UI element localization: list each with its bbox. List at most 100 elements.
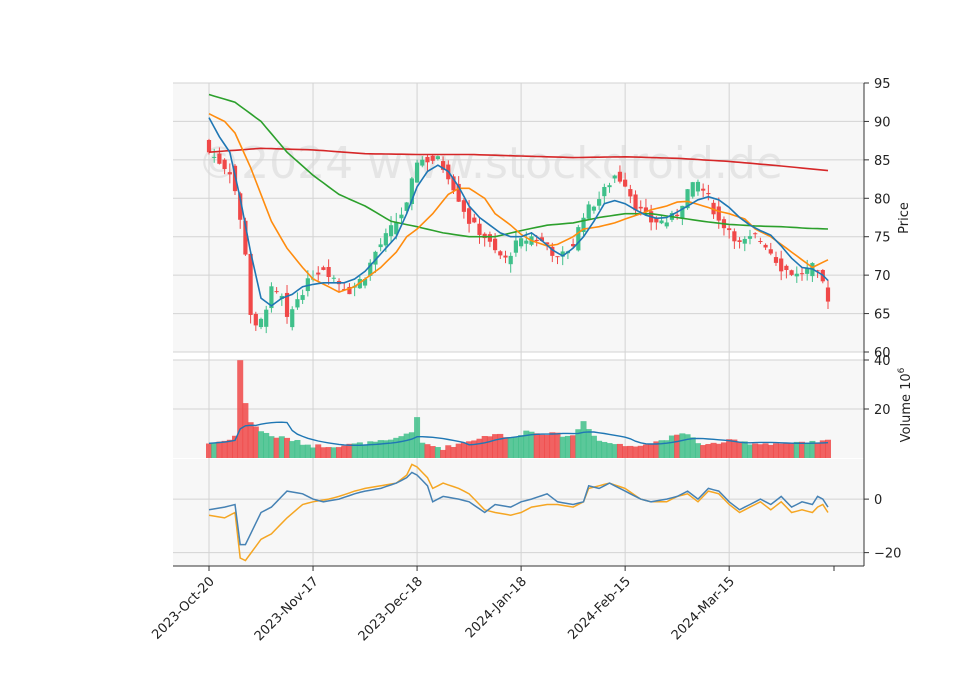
candle-body [477, 223, 482, 235]
x-tick-label: 2023-Nov-17 [252, 574, 322, 644]
volume-bar [294, 439, 301, 458]
candle-body [378, 244, 383, 248]
candle-body [597, 199, 602, 206]
volume-bar [351, 443, 358, 458]
volume-bar [226, 439, 233, 458]
candle-body [274, 291, 279, 293]
volume-bar [336, 447, 343, 458]
volume-bar [320, 447, 327, 458]
price-tick-label: 75 [874, 231, 891, 246]
candle-body [212, 156, 217, 158]
volume-bar [658, 440, 665, 458]
candle-body [654, 217, 659, 223]
candle-body [269, 286, 274, 309]
candle-body [550, 246, 555, 256]
candle-body [472, 217, 477, 223]
volume-bar [632, 446, 639, 458]
candle-body [586, 204, 591, 219]
candle-body [617, 171, 623, 182]
volume-bar [575, 429, 582, 458]
candle-body [300, 295, 305, 300]
volume-bar [310, 447, 317, 458]
volume-bar [476, 438, 483, 458]
volume-bar [512, 437, 519, 458]
volume-bar [684, 434, 691, 458]
volume-bar [720, 442, 727, 458]
volume-bar [653, 441, 660, 458]
candle-body [784, 265, 789, 271]
candle-body [695, 181, 701, 192]
volume-bar [710, 442, 717, 458]
volume-bar [382, 440, 389, 458]
volume-bar [247, 422, 254, 458]
volume-bar [564, 435, 571, 458]
ma-fast-line [208, 117, 829, 307]
volume-bar [466, 441, 473, 458]
candle-body [524, 240, 529, 244]
volume-bar [497, 433, 504, 458]
volume-ma-line [208, 421, 829, 446]
volume-bar [772, 443, 779, 458]
volume-bar [258, 431, 265, 458]
price-tick-label: 95 [874, 77, 891, 92]
volume-bar [746, 444, 753, 458]
candle-body [227, 172, 232, 175]
candle-body [753, 233, 758, 235]
candle-body [675, 214, 680, 217]
candle-body [508, 255, 513, 265]
candle-body [394, 221, 399, 235]
price-tick-label: 70 [874, 269, 891, 284]
volume-bar [736, 441, 743, 458]
volume-bar [559, 436, 566, 458]
volume-bar [232, 435, 239, 458]
price-panel-bg [173, 83, 864, 352]
candle-body [789, 270, 794, 275]
candle-body [430, 155, 435, 161]
candle-body [414, 162, 420, 183]
candle-body [539, 237, 545, 242]
volume-bar [486, 436, 493, 458]
volume-bar [700, 445, 707, 458]
candle-body [701, 188, 706, 191]
volume-bar [622, 446, 629, 458]
candle-body [747, 236, 753, 239]
x-tick-label: 2023-Dec-18 [356, 574, 426, 644]
volume-bar [596, 440, 603, 458]
candle-body [633, 194, 638, 211]
candle-body [316, 272, 321, 275]
candle-body [685, 189, 690, 209]
candle-body [612, 175, 617, 179]
candle-body [690, 182, 695, 197]
volume-bar [809, 440, 816, 458]
candle-body [643, 207, 649, 212]
ma-long-line [208, 147, 829, 172]
volume-bar [627, 445, 634, 458]
candle-body [581, 217, 586, 233]
volume-bar [440, 449, 447, 458]
volume-bar [554, 432, 561, 458]
candle-body [321, 267, 326, 270]
candle-body [498, 251, 503, 256]
volume-bar [278, 436, 285, 458]
volume-bar [424, 444, 431, 458]
volume-bar [611, 444, 618, 458]
candle-body [680, 205, 685, 219]
candle-body [248, 253, 253, 315]
candle-body [805, 267, 810, 274]
volume-bar [538, 434, 545, 458]
candle-body [383, 233, 388, 246]
price-tick-label: 85 [874, 154, 891, 169]
candle-body [794, 273, 799, 277]
volume-bar [393, 437, 400, 458]
x-tick-label: 2024-Mar-15 [669, 574, 738, 643]
candle-body [638, 206, 643, 209]
candle-body [623, 179, 628, 187]
candle-body [399, 214, 404, 219]
candle-body [206, 139, 212, 153]
candle-body [545, 242, 550, 245]
candle-body [492, 238, 498, 251]
price-tick-label: 80 [874, 192, 891, 207]
volume-bar [403, 433, 410, 458]
candle-body [602, 186, 607, 197]
